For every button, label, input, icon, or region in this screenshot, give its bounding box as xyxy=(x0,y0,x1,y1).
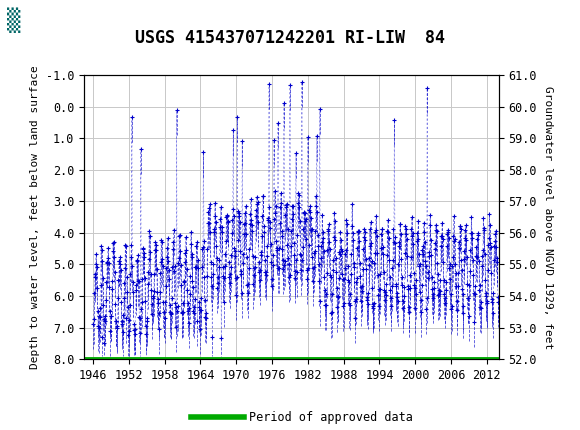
Text: USGS: USGS xyxy=(32,12,79,28)
Bar xyxy=(6,4,58,36)
Text: ▒: ▒ xyxy=(7,7,20,33)
Text: USGS 415437071242201 RI-LIW  84: USGS 415437071242201 RI-LIW 84 xyxy=(135,29,445,47)
Y-axis label: Depth to water level, feet below land surface: Depth to water level, feet below land su… xyxy=(30,65,41,369)
Text: Period of approved data: Period of approved data xyxy=(249,411,414,424)
Y-axis label: Groundwater level above NGVD 1929, feet: Groundwater level above NGVD 1929, feet xyxy=(542,86,553,349)
